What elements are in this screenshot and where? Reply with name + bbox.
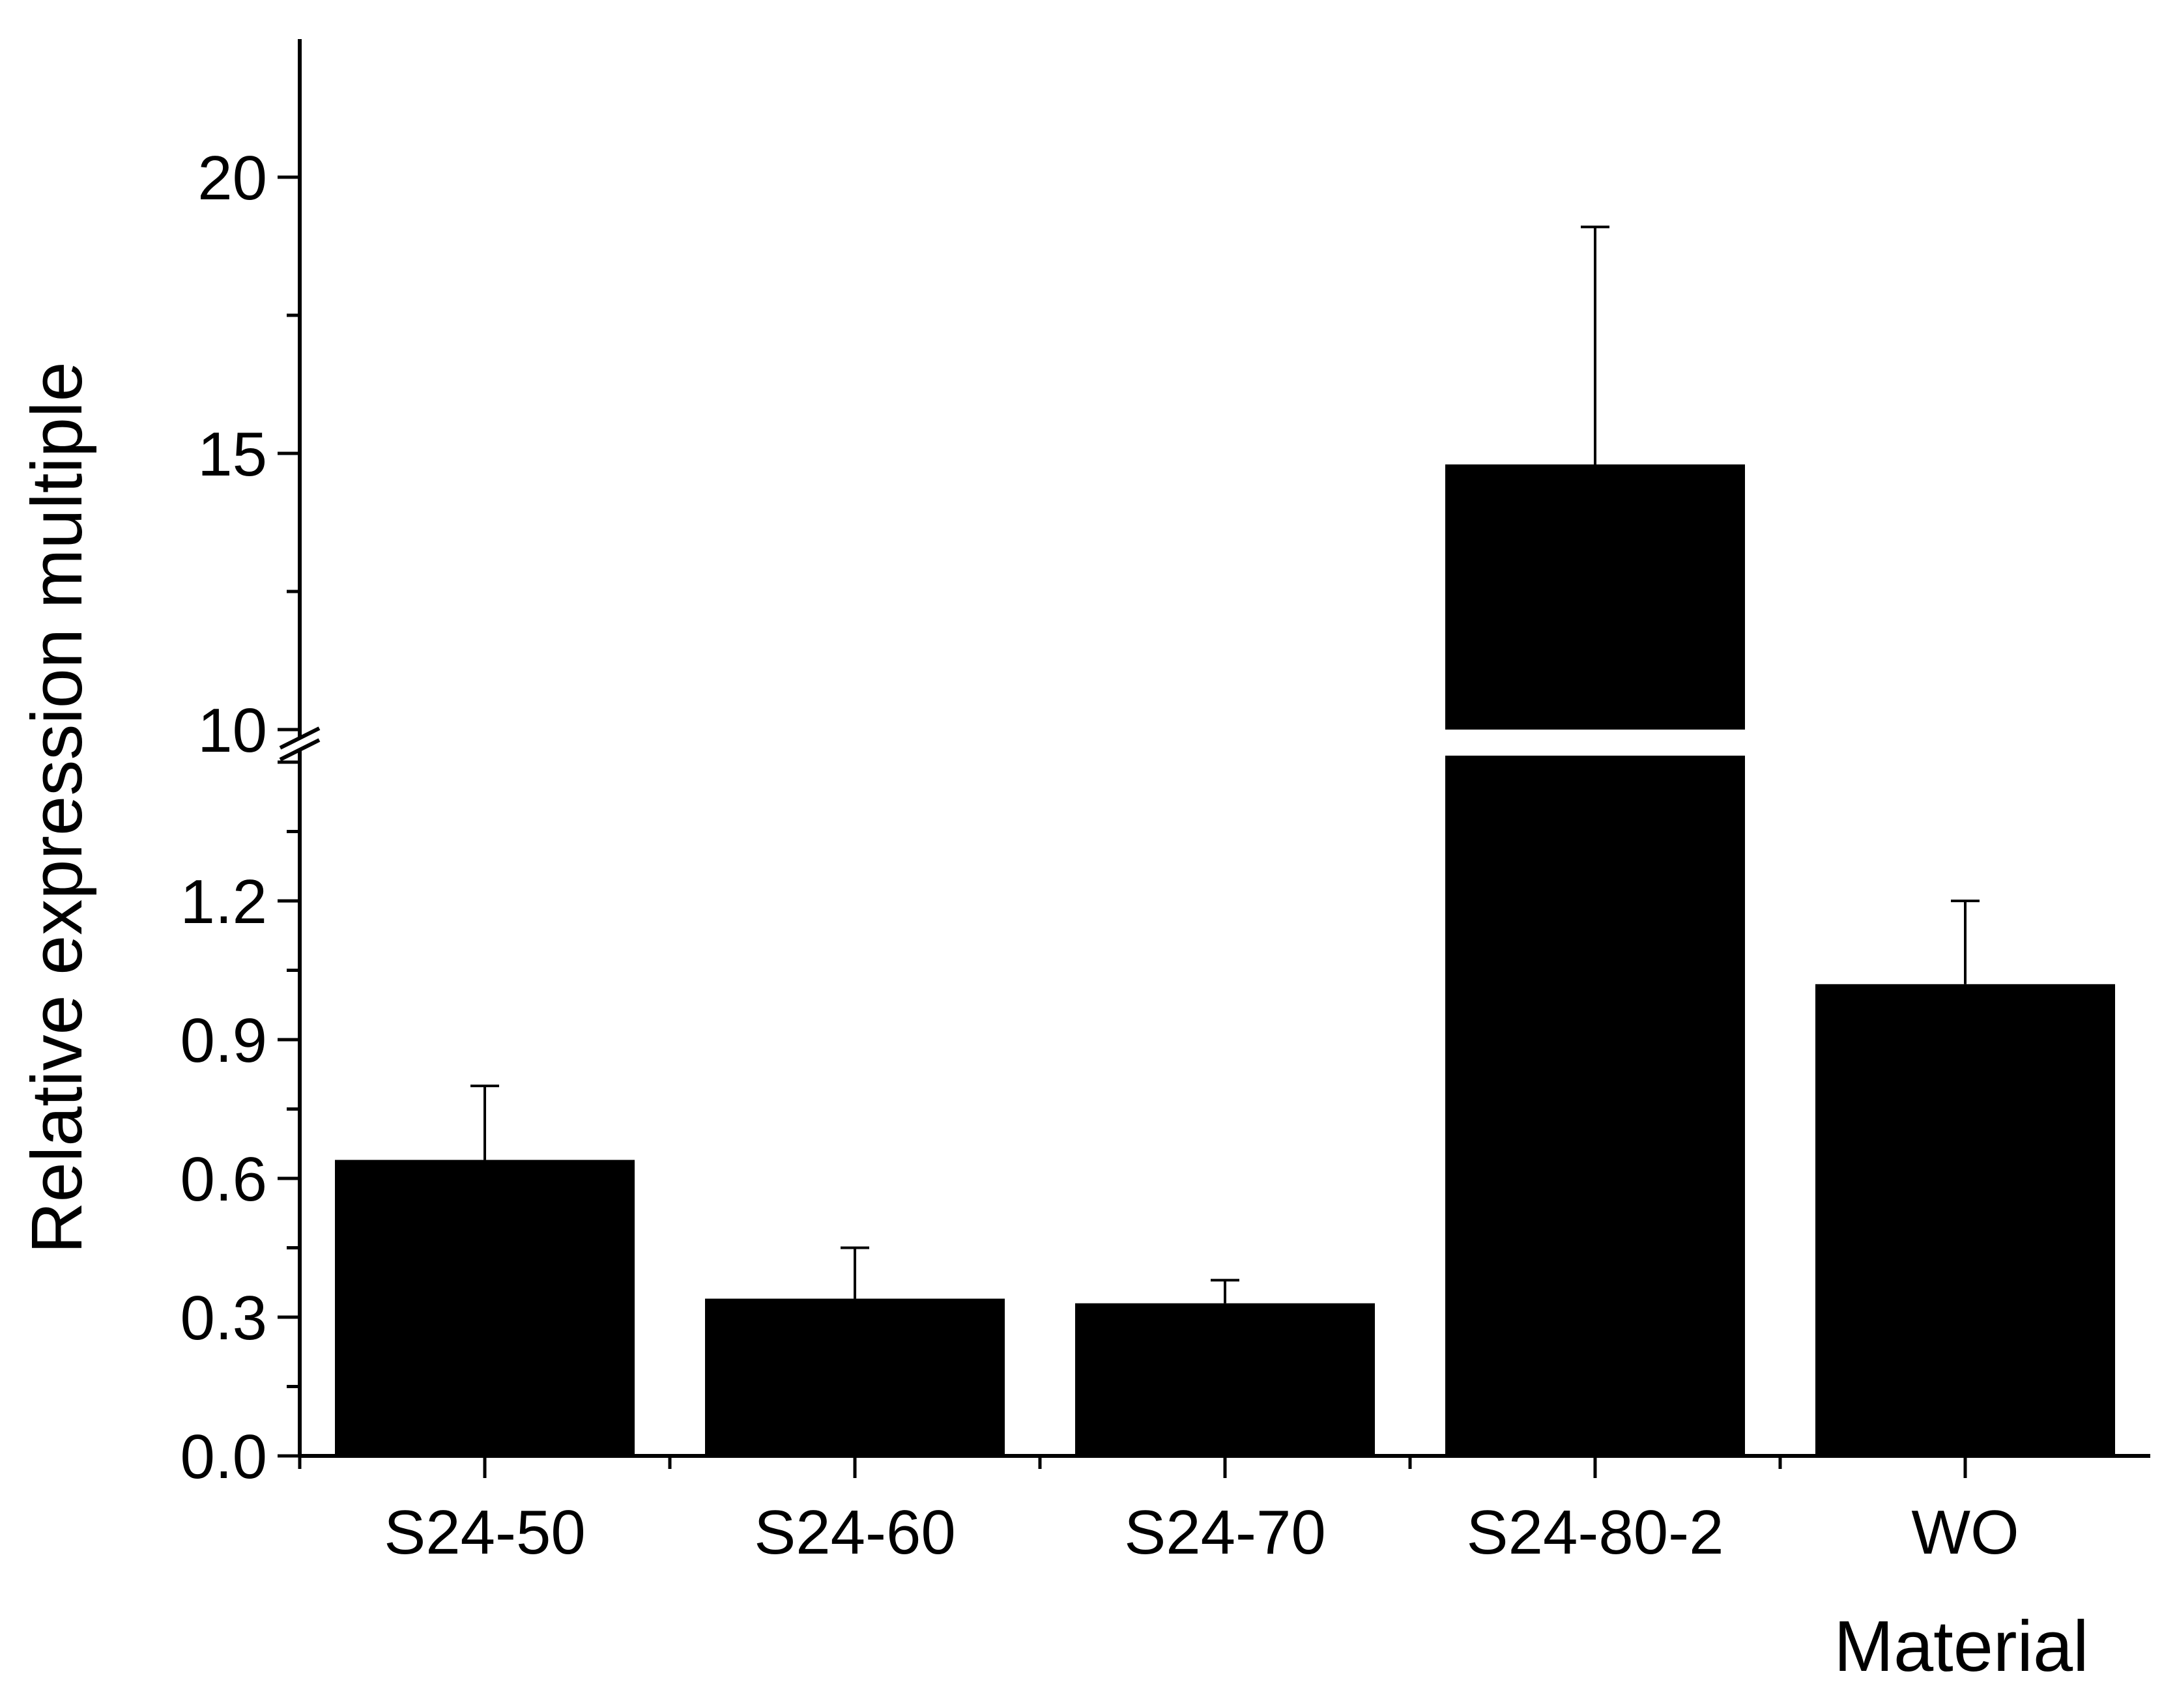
axis-break-mark: [279, 726, 321, 750]
bar-S24-80-2-upper: [1445, 464, 1745, 730]
y-tick-label: 0.0: [180, 1422, 267, 1492]
y-axis-title: Relative expression multiple: [17, 362, 97, 1254]
y-tick-label: 20: [197, 143, 267, 213]
x-tick-label: S24-50: [384, 1498, 586, 1567]
bar-S24-80-2-lower: [1445, 756, 1745, 1456]
x-tick-label: WO: [1911, 1498, 2019, 1567]
error-bars-layer: [470, 225, 1980, 1303]
x-tick-label: S24-70: [1124, 1498, 1326, 1567]
y-tick-label: 1.2: [180, 867, 267, 937]
bar-S24-50: [335, 1160, 635, 1456]
bar-WO: [1815, 984, 2115, 1456]
axes-layer: [278, 39, 2150, 1478]
axis-break-mark: [279, 738, 321, 761]
y-tick-label: 15: [197, 420, 267, 489]
bars-layer: [335, 464, 2115, 1456]
x-tick-label: S24-60: [754, 1498, 956, 1567]
bar-S24-70: [1075, 1303, 1375, 1456]
labels-layer: Relative expression multiple Material 0.…: [17, 143, 2089, 1687]
y-tick-label: 0.6: [180, 1145, 267, 1214]
x-axis-title: Material: [1834, 1606, 2088, 1687]
bar-S24-60: [705, 1298, 1005, 1456]
y-tick-label: 0.9: [180, 1006, 267, 1075]
y-tick-label: 10: [197, 696, 267, 765]
y-tick-label: 0.3: [180, 1283, 267, 1353]
x-tick-label: S24-80-2: [1467, 1498, 1724, 1567]
